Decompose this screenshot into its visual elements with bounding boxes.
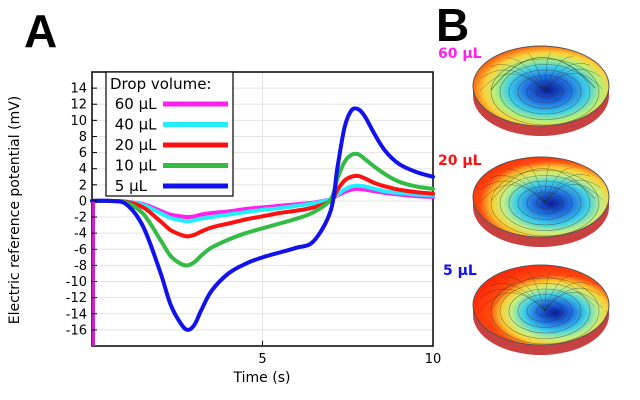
- contour-line: [526, 191, 564, 215]
- field-line: [544, 174, 591, 204]
- contour-line: [526, 80, 564, 104]
- x-tick-label: 10: [425, 352, 442, 367]
- field-line: [480, 288, 546, 312]
- contour-line: [517, 294, 573, 328]
- field-line: [544, 282, 591, 312]
- contour-line: [508, 288, 582, 334]
- contour-line: [508, 180, 582, 226]
- field-line: [480, 69, 546, 93]
- field-line: [544, 167, 573, 204]
- field-line: [489, 283, 546, 312]
- field-line: [489, 64, 546, 93]
- y-tick-label: 8: [79, 130, 87, 145]
- field-line: [544, 275, 573, 312]
- y-tick-label: 4: [79, 162, 87, 177]
- field-line: [480, 180, 546, 204]
- x-axis-ticks: 5 10: [258, 341, 441, 367]
- panel-a-letter: A: [24, 5, 58, 57]
- y-tick-label: -10: [66, 275, 87, 290]
- x-tick-label: 5: [258, 352, 266, 367]
- droplet-mesh: [490, 168, 596, 202]
- legend-label-1: 40 µL: [110, 116, 157, 134]
- field-line: [489, 175, 546, 204]
- legend-label-2: 20 µL: [110, 136, 157, 154]
- y-tick-label: 14: [70, 82, 87, 97]
- legend-title: Drop volume:: [110, 75, 211, 93]
- legend: Drop volume: 60 µL 40 µL 20 µL 10 µL 5 µ…: [105, 71, 234, 197]
- legend-label-4: 5 µL: [110, 177, 148, 195]
- y-tick-label: 6: [79, 146, 87, 161]
- y-tick-label: -14: [66, 307, 87, 322]
- simulation-disk-2: [472, 264, 610, 355]
- field-line: [544, 184, 603, 204]
- field-line: [506, 276, 546, 312]
- y-tick-label: -12: [66, 291, 87, 306]
- contour-line: [490, 277, 600, 345]
- field-line: [506, 168, 546, 204]
- legend-label-0: 60 µL: [110, 95, 157, 113]
- y-tick-label: -4: [74, 227, 87, 242]
- field-line: [544, 271, 551, 312]
- field-line: [544, 56, 573, 93]
- droplet-mesh: [490, 276, 596, 310]
- contour-line: [499, 283, 591, 339]
- simulation-label-2: 5 µL: [443, 263, 477, 279]
- contour-line: [517, 186, 573, 220]
- field-line: [544, 63, 591, 93]
- field-line: [544, 73, 603, 93]
- legend-box: [105, 71, 234, 197]
- y-tick-label: -16: [66, 323, 87, 338]
- y-tick-label: 0: [79, 194, 87, 209]
- contour-line: [490, 169, 600, 237]
- series-line-4: [90, 106, 435, 332]
- series-lines: [90, 106, 435, 346]
- y-tick-label: 12: [70, 98, 87, 113]
- y-tick-label: -2: [74, 211, 87, 226]
- droplet-mesh: [490, 57, 596, 91]
- x-axis-label: Time (s): [233, 370, 291, 386]
- simulation-disk-0: [472, 45, 610, 136]
- contour-line: [499, 64, 591, 120]
- simulation-disk-1: [472, 156, 610, 247]
- contour-line: [526, 299, 564, 323]
- field-line: [544, 163, 551, 204]
- contour-line: [499, 175, 591, 231]
- series-line-0: [90, 186, 435, 220]
- field-line: [544, 292, 603, 312]
- field-line: [506, 57, 546, 93]
- contour-line: [490, 58, 600, 126]
- y-tick-label: 2: [79, 178, 87, 193]
- y-tick-label: 10: [70, 114, 87, 129]
- simulation-label-0: 60 µL: [438, 46, 482, 62]
- legend-label-3: 10 µL: [110, 157, 157, 175]
- series-line-1: [90, 183, 435, 224]
- contour-line: [517, 75, 573, 109]
- contour-line: [508, 69, 582, 115]
- y-tick-label: -6: [74, 243, 87, 258]
- panel-b-letter: B: [436, 0, 470, 51]
- field-line: [527, 271, 546, 312]
- field-line: [527, 163, 546, 204]
- simulation-panel: 60 µL 20 µL 5 µL: [438, 45, 610, 355]
- field-line: [544, 52, 551, 93]
- series-line-2: [90, 173, 435, 239]
- y-tick-label: -8: [74, 259, 87, 274]
- y-axis-label: Electric reference potential (mV): [7, 96, 23, 325]
- simulation-label-1: 20 µL: [438, 153, 482, 169]
- field-line: [527, 52, 546, 93]
- series-line-3: [90, 151, 435, 268]
